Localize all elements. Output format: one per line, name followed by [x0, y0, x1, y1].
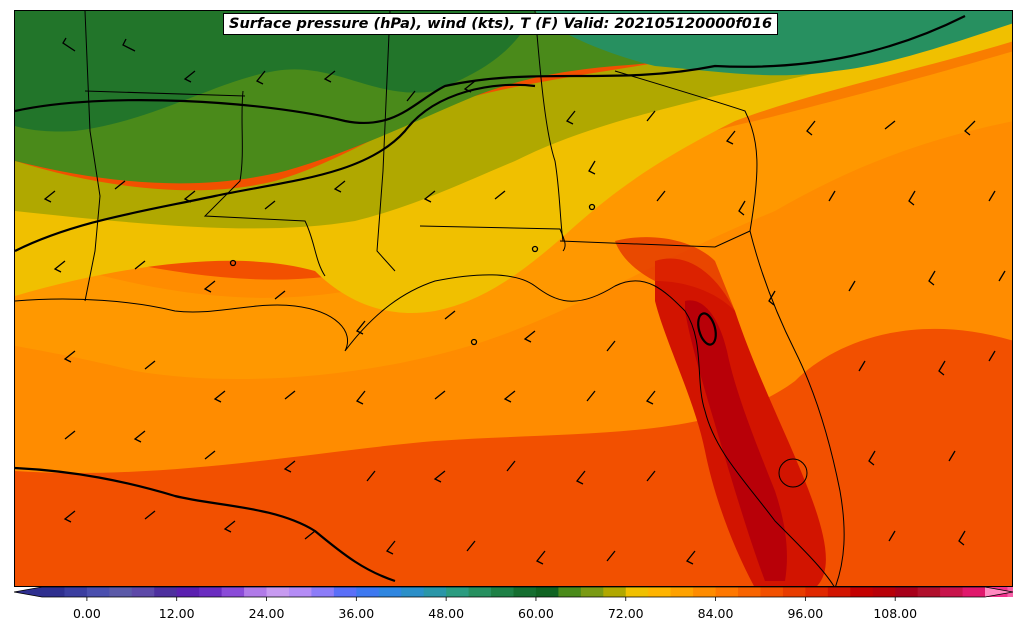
- colorbar-bin: [670, 587, 694, 597]
- colorbar-tick-label: 48.00: [428, 606, 465, 621]
- colorbar-bin: [872, 587, 896, 597]
- colorbar-bin: [446, 587, 470, 597]
- colorbar-bin: [940, 587, 964, 597]
- isobar-mid: [15, 83, 536, 252]
- colorbar-bin: [558, 587, 582, 597]
- state-border-ga-sc: [614, 70, 758, 232]
- colorbar-bin: [244, 587, 268, 597]
- colorbar-tick-label: 12.00: [158, 606, 195, 621]
- colorbar-bin: [895, 587, 919, 597]
- band-57f: [15, 11, 1012, 132]
- state-border-al-ga: [534, 11, 564, 242]
- florida-east-coast: [749, 230, 845, 586]
- colorbar-tick-label: 36.00: [338, 606, 375, 621]
- temperature-fill: [15, 11, 1012, 586]
- map-panel: [14, 10, 1013, 587]
- colorbar-max-extension: [985, 587, 1013, 597]
- colorbar-bin: [468, 587, 492, 597]
- isobars: [15, 15, 966, 583]
- colorbar-bin: [827, 587, 851, 597]
- colorbar-tick-label: 72.00: [607, 606, 644, 621]
- wind-barbs: [43, 37, 1006, 565]
- colorbar-bin: [603, 587, 627, 597]
- state-border-la-ms: [203, 90, 326, 277]
- colorbar-bin: [109, 587, 133, 597]
- colorbar-bin: [86, 587, 110, 597]
- colorbar-bin: [513, 587, 537, 597]
- colorbar-tick-label: 0.00: [72, 606, 101, 621]
- colorbar-bin: [64, 587, 88, 597]
- state-border-ar-la: [84, 90, 246, 97]
- colorbar-outline: [14, 587, 1013, 598]
- colorbar-bin: [266, 587, 290, 597]
- colorbar-tick-label: 96.00: [787, 606, 824, 621]
- temperature-colorbar: [14, 587, 1013, 601]
- band-69f: [15, 41, 1012, 380]
- colorbar-bin: [176, 587, 200, 597]
- band-81f: [615, 237, 735, 311]
- colorbar-bin: [491, 587, 514, 597]
- lake-okeechobee: [778, 458, 808, 488]
- colorbar-bin: [648, 587, 672, 597]
- state-border-tx: [84, 11, 101, 302]
- colorbar-bin: [805, 587, 829, 597]
- colorbar-bin: [535, 587, 559, 597]
- isobar-north: [15, 15, 966, 124]
- colorbar-bin: [288, 587, 312, 597]
- colorbar-bin: [221, 587, 245, 597]
- state-border-fl-ga: [559, 230, 751, 248]
- colorbar-bin: [962, 587, 986, 597]
- colorbar-bin: [333, 587, 357, 597]
- colorbar-bin: [356, 587, 380, 597]
- colorbar-bin: [782, 587, 806, 597]
- colorbar-bin: [199, 587, 223, 597]
- colorbar-bin: [760, 587, 784, 597]
- colorbar-bin: [850, 587, 874, 597]
- geographic-borders: [15, 11, 845, 586]
- colorbar-tick-label: 84.00: [697, 606, 734, 621]
- colorbar-bin: [154, 587, 178, 597]
- colorbar-bin: [917, 587, 941, 597]
- chart-title: Surface pressure (hPa), wind (kts), T (F…: [223, 13, 779, 35]
- colorbar-tick-label: 108.00: [873, 606, 918, 621]
- colorbar-bin: [693, 587, 717, 597]
- colorbar-min-extension: [14, 587, 42, 597]
- band-87f: [685, 300, 787, 581]
- colorbar-bin: [311, 587, 335, 597]
- band-66f: [15, 11, 1012, 313]
- isobar-south: [15, 466, 396, 583]
- colorbar-bin: [378, 587, 402, 597]
- colorbar-tick-label: 24.00: [248, 606, 285, 621]
- colorbar-bin: [580, 587, 604, 597]
- colorbar-bin: [401, 587, 425, 597]
- colorbar-bin: [42, 587, 65, 597]
- state-border-ms-al: [376, 11, 396, 272]
- colorbar-tick-label: 60.00: [518, 606, 554, 621]
- state-border-al-fl: [419, 225, 566, 252]
- colorbar-bin: [131, 587, 155, 597]
- isobar-low-center: [697, 312, 717, 346]
- colorbar-bin: [738, 587, 761, 597]
- colorbar-bin: [423, 587, 447, 597]
- colorbar-bin: [625, 587, 649, 597]
- coastline: [15, 274, 835, 586]
- colorbar-bin: [715, 587, 739, 597]
- temperature-map: [15, 11, 1012, 586]
